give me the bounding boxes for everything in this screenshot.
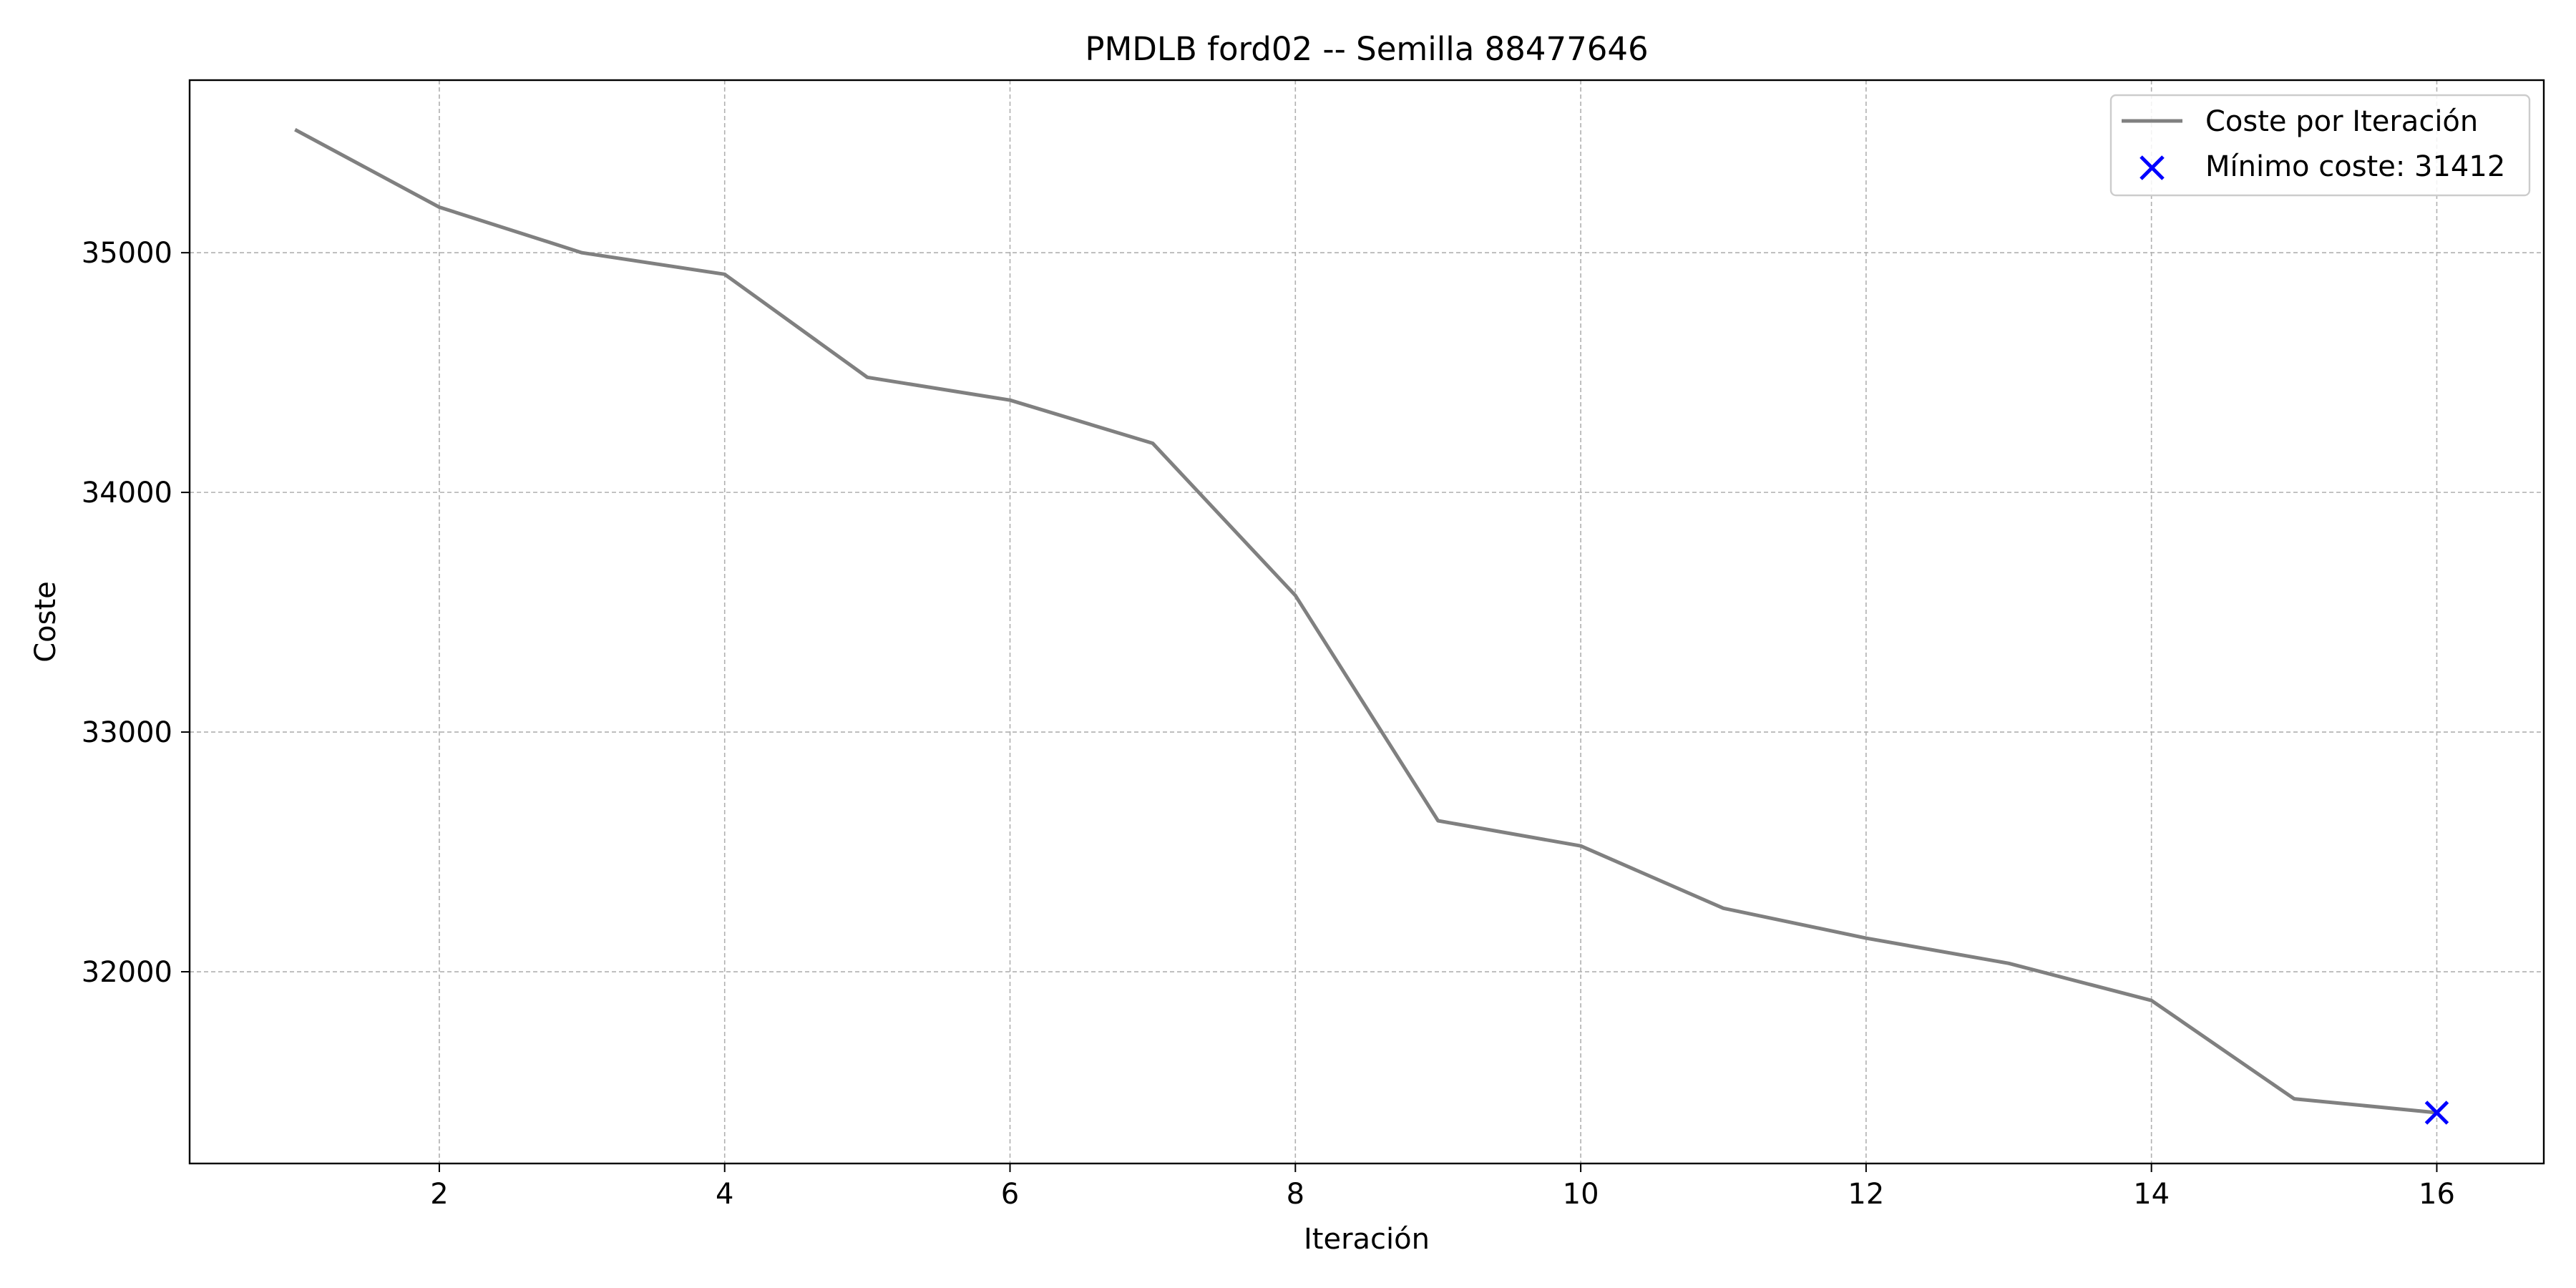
x-axis: 2 4 6 8 10 12 14 16	[430, 1163, 2455, 1211]
legend-x-marker-icon	[2140, 155, 2165, 180]
legend: Coste por Iteración Mínimo coste: 31412	[2109, 94, 2531, 197]
legend-label-minimum: Mínimo coste: 31412	[2205, 150, 2505, 183]
legend-label-series: Coste por Iteración	[2205, 105, 2478, 138]
x-tick-label: 8	[1287, 1178, 1304, 1211]
y-axis: 32000 33000 34000 35000	[82, 237, 190, 989]
x-tick-label: 16	[2419, 1178, 2455, 1211]
x-tick-label: 4	[716, 1178, 733, 1211]
y-axis-label: Coste	[29, 581, 62, 663]
y-tick-label: 33000	[82, 716, 172, 749]
x-tick-label: 14	[2133, 1178, 2170, 1211]
y-tick-label: 34000	[82, 477, 172, 509]
minimum-cost-marker	[2424, 1101, 2449, 1125]
x-tick-label: 2	[430, 1178, 448, 1211]
legend-box	[2109, 94, 2531, 197]
x-tick-label: 10	[1563, 1178, 1599, 1211]
x-axis-label: Iteración	[1304, 1223, 1430, 1256]
y-tick-label: 35000	[82, 237, 172, 270]
chart-title: PMDLB ford02 -- Semilla 88477646	[1085, 30, 1648, 68]
y-tick-label: 32000	[82, 956, 172, 989]
plot-frame	[188, 79, 2545, 1165]
x-tick-label: 6	[1001, 1178, 1019, 1211]
grid	[190, 80, 2544, 1163]
x-tick-label: 12	[1848, 1178, 1884, 1211]
series-line-coste	[294, 127, 2439, 1115]
series-layer	[294, 127, 2449, 1125]
